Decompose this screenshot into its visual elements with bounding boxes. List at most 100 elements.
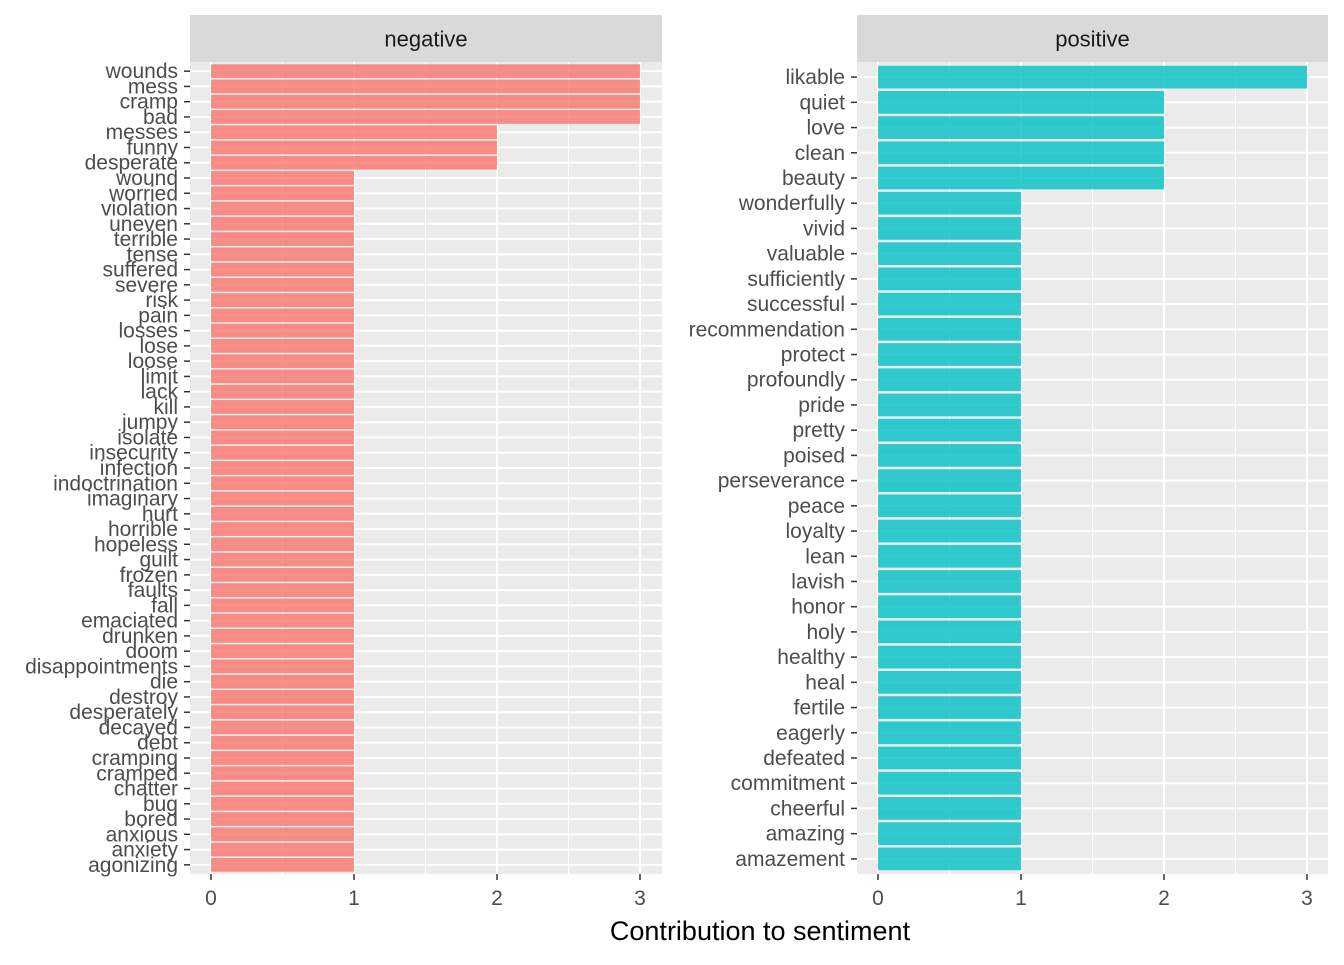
bar-quiet bbox=[878, 91, 1164, 114]
bar-messes bbox=[211, 125, 497, 140]
bar-indoctrination bbox=[211, 476, 354, 491]
y-tick-label: cramped bbox=[96, 762, 178, 785]
bar-bug bbox=[211, 796, 354, 811]
bar-disappointments bbox=[211, 659, 354, 674]
y-tick-label: worried bbox=[108, 182, 178, 205]
bar-heal bbox=[878, 671, 1021, 694]
bar-pride bbox=[878, 393, 1021, 417]
y-tick-label: faults bbox=[128, 579, 178, 602]
bar-violation bbox=[211, 201, 354, 216]
y-tick-label: indoctrination bbox=[53, 472, 178, 495]
x-tick-label: 3 bbox=[1301, 887, 1313, 910]
bar-kill bbox=[211, 400, 354, 414]
x-tick-label: 3 bbox=[634, 887, 646, 910]
bar-beauty bbox=[878, 166, 1164, 190]
bar-valuable bbox=[878, 242, 1021, 265]
bar-wonderfully bbox=[878, 191, 1021, 215]
bar-fall bbox=[211, 598, 354, 613]
bar-infection bbox=[211, 461, 354, 475]
y-tick-label: limit bbox=[141, 365, 178, 388]
facet-strip-label: negative bbox=[384, 27, 467, 52]
bar-successful bbox=[878, 292, 1021, 316]
bar-guilt bbox=[211, 552, 354, 567]
x-tick-label: 2 bbox=[1158, 887, 1170, 910]
y-tick-label: violation bbox=[101, 198, 178, 221]
y-tick-label: protect bbox=[781, 344, 845, 367]
bar-cramped bbox=[211, 766, 354, 781]
bar-love bbox=[878, 116, 1164, 139]
bar-loyalty bbox=[878, 519, 1021, 543]
bar-bad bbox=[211, 110, 640, 124]
y-tick-label: bad bbox=[143, 106, 178, 129]
bar-profoundly bbox=[878, 368, 1021, 392]
y-tick-label: eagerly bbox=[776, 722, 845, 745]
bar-cheerful bbox=[878, 797, 1021, 820]
y-tick-label: bug bbox=[143, 793, 178, 816]
bar-destroy bbox=[211, 690, 354, 704]
y-tick-label: anxious bbox=[106, 823, 178, 846]
y-tick-label: severe bbox=[115, 274, 178, 297]
y-tick-label: desperately bbox=[69, 701, 178, 724]
y-tick-label: insecurity bbox=[89, 442, 178, 465]
y-tick-label: defeated bbox=[763, 747, 845, 770]
bar-suffered bbox=[211, 262, 354, 277]
bar-hurt bbox=[211, 506, 354, 521]
y-tick-label: messes bbox=[106, 121, 178, 144]
bar-isolate bbox=[211, 430, 354, 445]
bar-cramp bbox=[211, 94, 640, 109]
y-tick-label: fall bbox=[151, 594, 178, 617]
bar-anxiety bbox=[211, 842, 354, 857]
y-tick-label: decayed bbox=[99, 716, 178, 739]
facet-strip-label: positive bbox=[1055, 27, 1130, 52]
y-tick-label: cheerful bbox=[770, 797, 845, 820]
x-tick-label: 1 bbox=[348, 887, 360, 910]
bar-drunken bbox=[211, 629, 354, 643]
bar-worried bbox=[211, 186, 354, 201]
bar-debt bbox=[211, 735, 354, 750]
y-tick-label: disappointments bbox=[25, 655, 178, 678]
bar-chatter bbox=[211, 781, 354, 796]
bar-pain bbox=[211, 308, 354, 323]
bar-loose bbox=[211, 354, 354, 369]
y-tick-label: lack bbox=[141, 381, 179, 404]
y-tick-label: recommendation bbox=[689, 318, 845, 341]
y-tick-label: emaciated bbox=[81, 610, 178, 633]
y-tick-label: lean bbox=[805, 545, 845, 568]
x-tick-label: 1 bbox=[1015, 887, 1027, 910]
y-tick-label: perseverance bbox=[718, 470, 845, 493]
bar-lean bbox=[878, 544, 1021, 568]
y-tick-label: guilt bbox=[139, 549, 178, 572]
y-tick-label: healthy bbox=[777, 646, 845, 669]
y-tick-label: fertile bbox=[794, 697, 845, 720]
y-tick-label: amazement bbox=[735, 848, 845, 871]
y-tick-label: frozen bbox=[120, 564, 178, 587]
y-tick-label: tense bbox=[127, 243, 178, 266]
y-tick-label: love bbox=[806, 117, 845, 140]
y-tick-label: pain bbox=[138, 304, 178, 327]
y-tick-label: lose bbox=[139, 335, 178, 358]
y-tick-label: anxiety bbox=[111, 839, 178, 862]
y-tick-label: doom bbox=[125, 640, 178, 663]
y-tick-label: beauty bbox=[782, 167, 846, 190]
bar-losses bbox=[211, 323, 354, 338]
y-tick-label: cramp bbox=[120, 91, 178, 114]
bar-hopeless bbox=[211, 537, 354, 552]
bar-poised bbox=[878, 444, 1021, 467]
bar-frozen bbox=[211, 567, 354, 582]
bar-bored bbox=[211, 812, 354, 826]
bar-risk bbox=[211, 293, 354, 307]
bar-vivid bbox=[878, 217, 1021, 240]
bar-horrible bbox=[211, 522, 354, 536]
bar-peace bbox=[878, 494, 1021, 518]
bar-holy bbox=[878, 620, 1021, 644]
y-tick-label: mess bbox=[128, 75, 178, 98]
y-tick-label: peace bbox=[788, 495, 845, 518]
y-tick-label: terrible bbox=[114, 228, 178, 251]
y-tick-label: funny bbox=[127, 136, 179, 159]
y-tick-label: wound bbox=[115, 167, 178, 190]
y-tick-label: uneven bbox=[109, 213, 178, 236]
y-tick-label: drunken bbox=[102, 625, 178, 648]
y-tick-label: desperate bbox=[85, 152, 178, 175]
bar-wound bbox=[211, 171, 354, 185]
